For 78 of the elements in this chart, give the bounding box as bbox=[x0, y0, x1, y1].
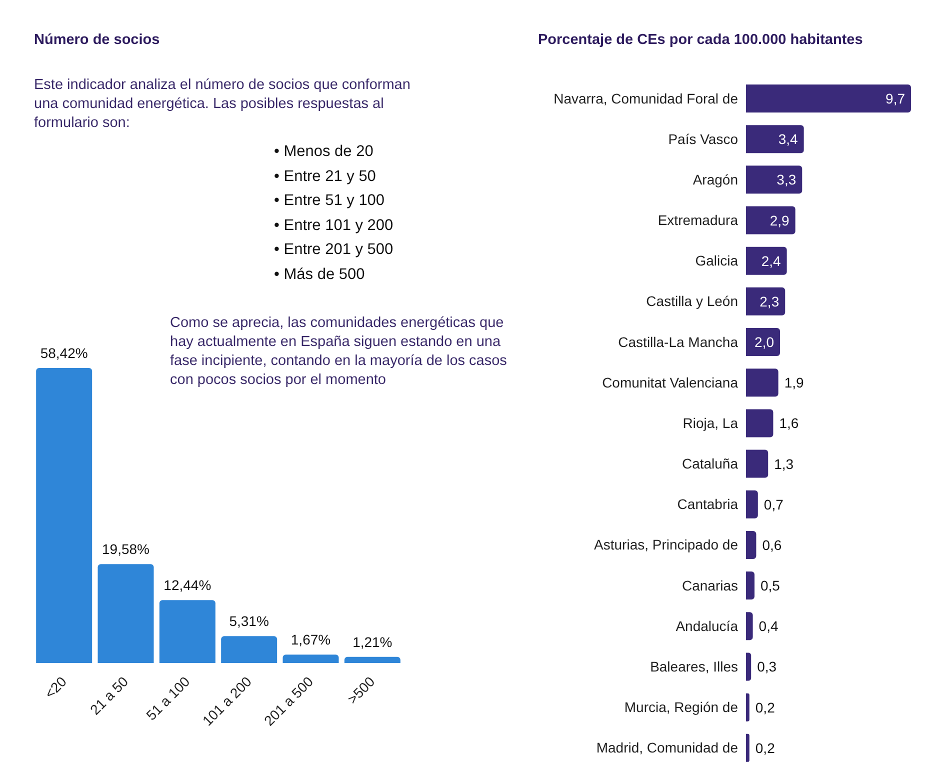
data-label: 58,42% bbox=[40, 345, 88, 361]
data-label: 2,4 bbox=[761, 252, 782, 269]
bar bbox=[746, 652, 752, 681]
data-label: 1,21% bbox=[352, 634, 392, 650]
bar bbox=[746, 125, 804, 154]
y-tick-label: Rioja, La bbox=[682, 414, 738, 431]
data-label: 2,9 bbox=[770, 212, 790, 228]
text: • Entre 201 y 500 bbox=[274, 241, 394, 259]
bar bbox=[746, 612, 753, 640]
data-label: 1,9 bbox=[784, 374, 804, 391]
bar bbox=[746, 166, 802, 194]
data-label: 2,3 bbox=[760, 293, 780, 310]
data-label: 2,0 bbox=[754, 334, 774, 350]
bar bbox=[746, 734, 750, 762]
bar bbox=[746, 287, 786, 316]
bar bbox=[746, 409, 774, 438]
bar bbox=[746, 490, 758, 518]
y-tick-label: Cataluña bbox=[682, 456, 738, 472]
data-label: 3,4 bbox=[778, 131, 798, 148]
y-tick-label: Murcia, Región de bbox=[624, 699, 738, 716]
data-label: 12,44% bbox=[164, 577, 212, 594]
data-label: 1,3 bbox=[774, 456, 794, 472]
data-label: 1,67% bbox=[290, 632, 331, 648]
data-label: 5,31% bbox=[229, 613, 269, 630]
data-label: 0,2 bbox=[755, 699, 776, 716]
bar bbox=[221, 636, 278, 663]
x-tick-label: 101 a 200 bbox=[199, 673, 255, 729]
y-tick-label: Castilla y León bbox=[646, 293, 738, 310]
bar bbox=[159, 600, 216, 663]
y-tick-label: Baleares, Illes bbox=[650, 658, 738, 674]
bar bbox=[746, 206, 796, 234]
x-tick-label: 51 a 100 bbox=[142, 673, 193, 724]
text: • Entre 21 y 50 bbox=[274, 168, 376, 186]
y-tick-label: Aragón bbox=[692, 171, 738, 188]
y-tick-label: Comunitat Valenciana bbox=[602, 374, 738, 390]
bar bbox=[746, 368, 778, 397]
annotation: Como se aprecia, las comunidades energéticas que hay actualmente en España siguen estando en una fase incipiente, contando en la mayoría de los casos con pocos socios por el momento bbox=[170, 314, 508, 390]
bar bbox=[746, 693, 750, 722]
data-label: 3,3 bbox=[776, 172, 796, 188]
x-tick-label: 21 a 50 bbox=[86, 673, 132, 718]
bar bbox=[746, 246, 787, 275]
y-tick-label: Madrid, Comunidad de bbox=[596, 740, 738, 756]
bar bbox=[282, 654, 339, 663]
data-label: 9,7 bbox=[886, 90, 906, 106]
bar bbox=[344, 656, 400, 663]
y-tick-label: Cantabria bbox=[677, 496, 738, 512]
bar bbox=[746, 572, 755, 600]
chart-title: Porcentaje de CEs por cada 100.000 habitantes bbox=[538, 32, 863, 48]
data-label: 0,3 bbox=[757, 658, 777, 675]
y-tick-label: Navarra, Comunidad Foral de bbox=[554, 90, 738, 106]
y-tick-label: Extremadura bbox=[658, 212, 738, 228]
bar bbox=[98, 564, 154, 663]
data-label: 1,6 bbox=[779, 415, 799, 432]
text: • Entre 101 y 200 bbox=[274, 216, 394, 234]
data-label: 0,7 bbox=[764, 496, 784, 512]
x-tick-label: <20 bbox=[41, 673, 70, 702]
bar bbox=[746, 450, 768, 478]
data-label: 0,6 bbox=[762, 536, 782, 553]
text: Este indicador analiza el número de socios que conforman una comunidad energética. Las posibles respuestas al formulario son: bbox=[34, 76, 412, 133]
data-label: 0,4 bbox=[758, 618, 778, 634]
x-tick-label: 201 a 500 bbox=[260, 673, 316, 729]
bar bbox=[36, 368, 92, 663]
y-tick-label: Andalucía bbox=[676, 618, 738, 634]
chart-title: Número de socios bbox=[34, 32, 160, 48]
data-label: 0,5 bbox=[760, 578, 780, 594]
y-tick-label: País Vasco bbox=[668, 130, 738, 147]
y-tick-label: Castilla-La Mancha bbox=[618, 334, 738, 350]
y-tick-label: Asturias, Principado de bbox=[594, 536, 738, 553]
bar bbox=[746, 530, 756, 559]
data-label: 0,2 bbox=[755, 740, 776, 756]
data-label: 19,58% bbox=[102, 541, 150, 558]
y-tick-label: Canarias bbox=[682, 577, 738, 594]
text: • Más de 500 bbox=[274, 266, 365, 284]
bar bbox=[746, 84, 911, 112]
text: • Entre 51 y 100 bbox=[274, 192, 385, 210]
y-tick-label: Galicia bbox=[695, 252, 738, 269]
text: • Menos de 20 bbox=[274, 143, 374, 161]
bar bbox=[746, 328, 780, 356]
